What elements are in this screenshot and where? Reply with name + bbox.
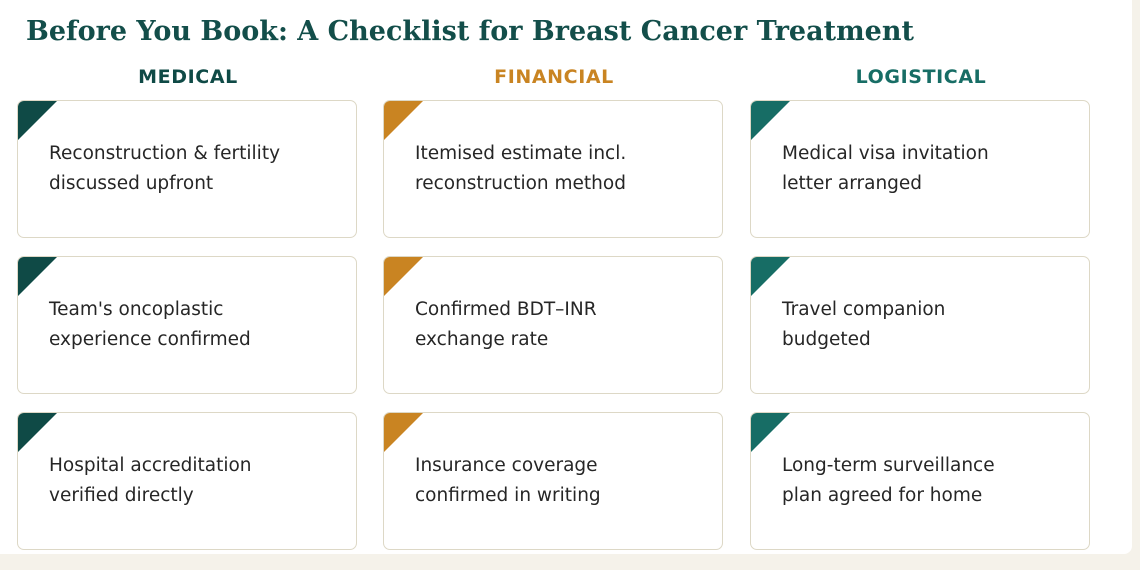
card-text: Team's oncoplastic experience confirmed xyxy=(49,295,339,354)
column-header-logistical: LOGISTICAL xyxy=(855,66,987,88)
checklist-card-financial-1: Itemised estimate incl. reconstruction me… xyxy=(383,100,723,238)
card-text-line-2: budgeted xyxy=(782,328,871,350)
card-text-line-2: exchange rate xyxy=(415,328,549,350)
corner-flag-icon xyxy=(384,413,423,452)
card-text-line-1: Confirmed BDT–INR xyxy=(415,299,597,320)
checklist-card-logistical-3: Long-term surveillance plan agreed for ho… xyxy=(750,412,1090,550)
card-text-line-1: Hospital accreditation xyxy=(49,455,252,476)
corner-flag-icon xyxy=(384,257,423,296)
checklist-card-medical-1: Reconstruction & fertility discussed upfr… xyxy=(17,100,357,238)
corner-flag-icon xyxy=(18,413,57,452)
card-text-line-2: confirmed in writing xyxy=(415,484,601,506)
card-text-line-1: Itemised estimate incl. xyxy=(415,143,627,164)
card-text-line-1: Medical visa invitation xyxy=(782,143,989,164)
card-text-line-1: Travel companion xyxy=(782,299,946,320)
card-text: Travel companion budgeted xyxy=(782,295,1072,354)
card-text: Confirmed BDT–INR exchange rate xyxy=(415,295,705,354)
checklist-card-medical-2: Team's oncoplastic experience confirmed xyxy=(17,256,357,394)
checklist-card-financial-2: Confirmed BDT–INR exchange rate xyxy=(383,256,723,394)
checklist-panel: Before You Book: A Checklist for Breast … xyxy=(0,0,1132,554)
checklist-card-medical-3: Hospital accreditation verified directly xyxy=(17,412,357,550)
card-text-line-2: experience confirmed xyxy=(49,328,251,350)
card-text-line-2: verified directly xyxy=(49,484,194,506)
card-text-line-1: Team's oncoplastic xyxy=(49,299,224,320)
corner-flag-icon xyxy=(751,413,790,452)
column-header-financial: FINANCIAL xyxy=(494,66,614,88)
page-title: Before You Book: A Checklist for Breast … xyxy=(26,16,914,47)
card-text-line-2: reconstruction method xyxy=(415,172,626,194)
card-text-line-1: Reconstruction & fertility xyxy=(49,143,281,164)
card-text: Insurance coverage confirmed in writing xyxy=(415,451,705,510)
card-text-line-1: Long-term surveillance xyxy=(782,455,995,476)
corner-flag-icon xyxy=(18,101,57,140)
corner-flag-icon xyxy=(384,101,423,140)
corner-flag-icon xyxy=(751,101,790,140)
corner-flag-icon xyxy=(751,257,790,296)
card-text: Medical visa invitation letter arranged xyxy=(782,139,1072,198)
card-text: Reconstruction & fertility discussed upfr… xyxy=(49,139,339,198)
checklist-card-logistical-2: Travel companion budgeted xyxy=(750,256,1090,394)
card-text: Hospital accreditation verified directly xyxy=(49,451,339,510)
card-text-line-1: Insurance coverage xyxy=(415,455,598,476)
card-text-line-2: discussed upfront xyxy=(49,172,214,194)
column-header-medical: MEDICAL xyxy=(138,66,238,88)
card-text: Long-term surveillance plan agreed for ho… xyxy=(782,451,1072,510)
checklist-card-logistical-1: Medical visa invitation letter arranged xyxy=(750,100,1090,238)
corner-flag-icon xyxy=(18,257,57,296)
checklist-card-financial-3: Insurance coverage confirmed in writing xyxy=(383,412,723,550)
card-text-line-2: letter arranged xyxy=(782,172,923,194)
card-text: Itemised estimate incl. reconstruction me… xyxy=(415,139,705,198)
card-text-line-2: plan agreed for home xyxy=(782,484,983,506)
